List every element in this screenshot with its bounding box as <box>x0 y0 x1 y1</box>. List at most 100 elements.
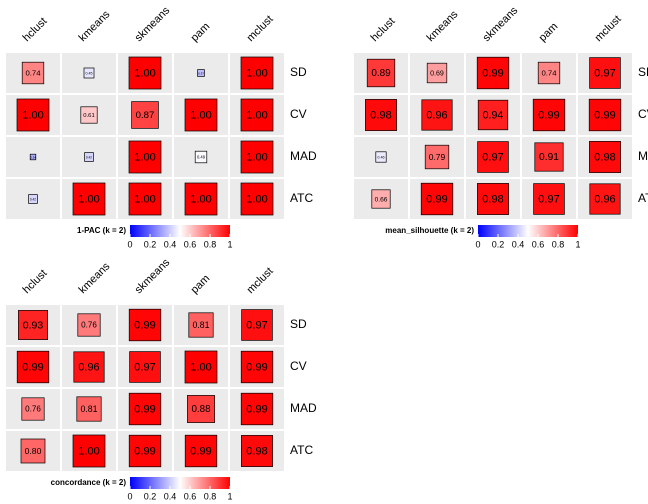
value-label: 0.37 <box>198 71 204 75</box>
colorbar-tick-label: 0.8 <box>204 491 217 501</box>
column-label: hclust <box>21 15 50 44</box>
value-square <box>184 98 218 132</box>
legend-title: mean_silhouette (k = 2) <box>385 226 474 235</box>
value-label: 0.98 <box>246 445 267 457</box>
colorbar-tick-label: 0.6 <box>532 239 545 249</box>
column-label: skmeans <box>133 256 173 296</box>
colorbar <box>130 477 230 489</box>
value-square <box>240 140 274 174</box>
value-square <box>184 434 218 468</box>
row-label: SD <box>290 65 307 79</box>
value-label: 0.99 <box>190 445 211 457</box>
value-square <box>375 151 387 163</box>
value-square <box>76 396 102 422</box>
colorbar-tick-label: 0.2 <box>144 239 157 249</box>
value-label: 0.74 <box>25 69 41 78</box>
value-square <box>18 310 48 340</box>
value-label: 0.99 <box>134 403 155 415</box>
value-label: 1.00 <box>246 109 267 121</box>
value-label: 0.34 <box>30 155 36 159</box>
value-square <box>197 69 205 77</box>
value-square <box>426 62 448 84</box>
colorbar-tick-label: 0.6 <box>184 491 197 501</box>
value-square <box>188 312 214 338</box>
row-label: ATC <box>290 191 313 205</box>
colorbar-tick-label: 0 <box>127 239 132 249</box>
value-label: 0.96 <box>594 193 615 205</box>
value-label: 0.99 <box>426 193 447 205</box>
value-square <box>21 397 45 421</box>
column-label: mclust <box>245 13 276 44</box>
value-square <box>128 182 162 216</box>
value-square <box>477 99 509 131</box>
value-label: 0.96 <box>426 109 447 121</box>
colorbar-tick-label: 1 <box>575 239 580 249</box>
value-square <box>241 309 273 341</box>
value-square <box>128 434 162 468</box>
value-label: 0.97 <box>134 361 155 373</box>
value-square <box>16 98 50 132</box>
value-label: 0.93 <box>23 319 44 331</box>
value-label: 0.69 <box>430 70 444 77</box>
colorbar-tick-label: 0.8 <box>552 239 565 249</box>
value-label: 0.61 <box>83 113 94 119</box>
value-label: 1.00 <box>246 151 267 163</box>
value-square <box>240 350 274 384</box>
value-square <box>187 395 215 423</box>
value-square <box>589 57 621 89</box>
colorbar <box>478 225 578 237</box>
column-label: kmeans <box>77 260 113 296</box>
value-label: 1.00 <box>190 361 211 373</box>
value-label: 0.88 <box>191 404 211 415</box>
value-square <box>534 142 564 172</box>
value-square <box>29 153 37 161</box>
value-label: 1.00 <box>22 109 43 121</box>
value-square <box>131 101 159 129</box>
value-label: 0.98 <box>370 109 391 121</box>
column-label: skmeans <box>133 4 173 44</box>
value-label: 0.99 <box>594 109 615 121</box>
value-square <box>589 183 621 215</box>
value-label: 1.00 <box>134 193 155 205</box>
value-label: 0.45 <box>86 71 93 75</box>
value-label: 0.98 <box>594 151 615 163</box>
value-square <box>128 392 162 426</box>
value-square <box>184 182 218 216</box>
value-label: 0.42 <box>30 197 36 201</box>
column-label: pam <box>189 21 213 45</box>
value-label: 0.42 <box>86 155 92 159</box>
value-label: 1.00 <box>78 445 99 457</box>
row-label: SD <box>290 317 307 331</box>
value-square <box>194 150 208 164</box>
value-label: 0.99 <box>482 67 503 79</box>
value-square <box>77 313 101 337</box>
value-square <box>21 61 45 85</box>
value-label: 0.97 <box>246 319 267 331</box>
value-label: 0.80 <box>25 446 42 456</box>
colorbar-tick-label: 0 <box>127 491 132 501</box>
column-label: hclust <box>369 15 398 44</box>
value-square <box>477 141 509 173</box>
value-label: 0.98 <box>482 193 503 205</box>
colorbar-tick-label: 0 <box>475 239 480 249</box>
value-label: 0.79 <box>429 152 446 162</box>
value-square <box>83 67 95 79</box>
value-label: 0.99 <box>246 361 267 373</box>
value-square <box>537 61 561 85</box>
value-square <box>28 194 38 204</box>
column-label: mclust <box>593 13 624 44</box>
value-square <box>477 183 509 215</box>
row-label: CV <box>290 107 307 121</box>
value-square <box>476 56 510 90</box>
column-label: skmeans <box>481 4 521 44</box>
colorbar-tick-label: 0.4 <box>164 239 177 249</box>
value-label: 0.81 <box>192 320 209 330</box>
column-label: kmeans <box>425 8 461 44</box>
legend-title: 1-PAC (k = 2) <box>77 226 126 235</box>
column-label: kmeans <box>77 8 113 44</box>
value-label: 1.00 <box>134 151 155 163</box>
value-square <box>84 152 94 162</box>
value-label: 0.97 <box>538 193 559 205</box>
value-label: 0.96 <box>78 361 99 373</box>
value-square <box>240 98 274 132</box>
